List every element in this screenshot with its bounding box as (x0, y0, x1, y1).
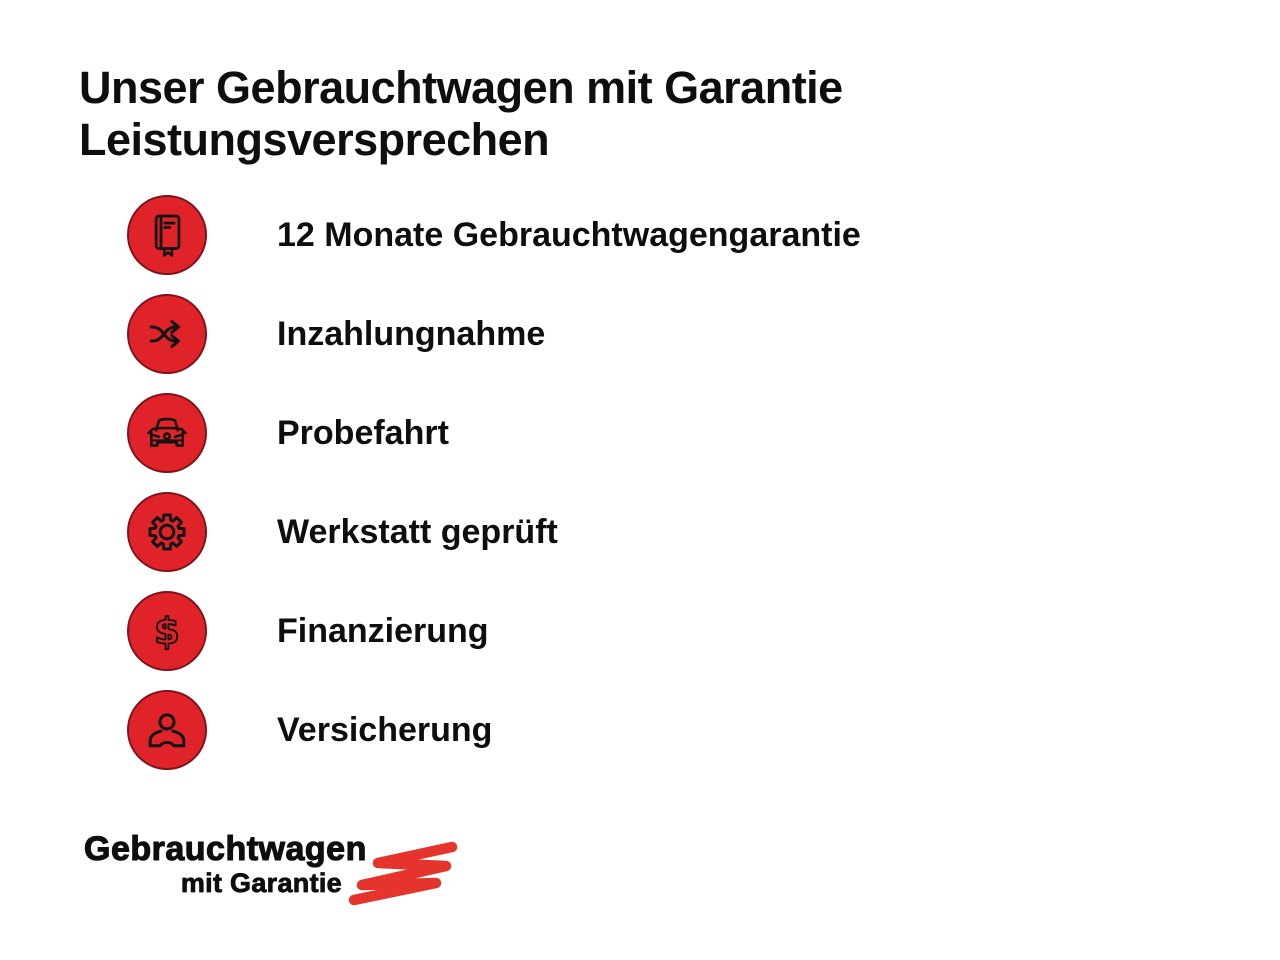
feature-list: 12 Monate Gebrauchtwagengarantie Inzahlu… (127, 195, 861, 770)
page-title-line-2: Leistungsversprechen (79, 114, 550, 165)
list-item: $ Finanzierung (127, 591, 861, 671)
warranty-booklet-icon (127, 195, 207, 275)
person-icon (127, 690, 207, 770)
feature-label: 12 Monate Gebrauchtwagengarantie (277, 215, 861, 254)
feature-label: Probefahrt (277, 413, 449, 452)
feature-label: Werkstatt geprüft (277, 512, 558, 551)
page-title: Unser Gebrauchtwagen mit Garantie Leistu… (79, 62, 843, 166)
dollar-sign-icon: $ (127, 591, 207, 671)
logo-wordmark-line-1: Gebrauchtwagen (83, 829, 367, 868)
feature-label: Inzahlungnahme (277, 314, 546, 353)
list-item: Versicherung (127, 690, 861, 770)
list-item: Inzahlungnahme (127, 294, 861, 374)
trade-in-shuffle-arrows-icon (127, 294, 207, 374)
list-item: 12 Monate Gebrauchtwagengarantie (127, 195, 861, 275)
feature-label: Finanzierung (277, 611, 489, 650)
gear-icon (127, 492, 207, 572)
car-front-icon (127, 393, 207, 473)
gebrauchtwagen-mit-garantie-logo: Gebrauchtwagen mit Garantie (83, 829, 464, 899)
list-item: Werkstatt geprüft (127, 492, 861, 572)
list-item: Probefahrt (127, 393, 861, 473)
feature-label: Versicherung (277, 710, 493, 749)
dollar-glyph: $ (154, 610, 180, 653)
red-brush-swoosh-icon (342, 838, 460, 915)
page-title-line-1: Unser Gebrauchtwagen mit Garantie (79, 62, 843, 113)
logo-wordmark-line-2: mit Garantie (180, 868, 342, 899)
